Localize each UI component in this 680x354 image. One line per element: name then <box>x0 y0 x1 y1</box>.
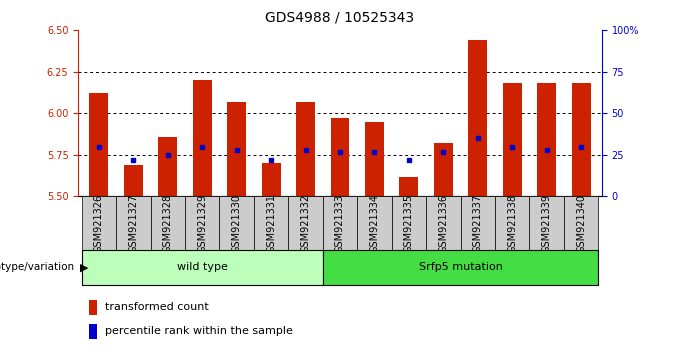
Bar <box>323 250 598 285</box>
Bar <box>116 196 150 250</box>
Text: GSM921338: GSM921338 <box>507 194 517 252</box>
Text: GSM921337: GSM921337 <box>473 193 483 253</box>
Bar <box>254 196 288 250</box>
Text: percentile rank within the sample: percentile rank within the sample <box>105 326 293 336</box>
Text: GSM921333: GSM921333 <box>335 194 345 252</box>
Bar <box>158 137 177 196</box>
Bar <box>288 196 323 250</box>
Bar <box>460 196 495 250</box>
Text: GSM921328: GSM921328 <box>163 193 173 253</box>
Text: GSM921334: GSM921334 <box>369 194 379 252</box>
Bar <box>434 143 453 196</box>
Text: GSM921335: GSM921335 <box>404 193 414 253</box>
Bar <box>530 196 564 250</box>
Bar <box>564 196 598 250</box>
Text: GSM921329: GSM921329 <box>197 193 207 253</box>
Bar <box>88 300 97 315</box>
Text: GSM921339: GSM921339 <box>542 194 551 252</box>
Bar <box>399 177 418 196</box>
Text: Srfp5 mutation: Srfp5 mutation <box>419 262 503 272</box>
Text: GSM921332: GSM921332 <box>301 193 311 253</box>
Bar <box>357 196 392 250</box>
Text: ▶: ▶ <box>80 262 88 272</box>
Bar <box>185 196 220 250</box>
Text: GSM921330: GSM921330 <box>232 194 241 252</box>
Text: GDS4988 / 10525343: GDS4988 / 10525343 <box>265 11 415 25</box>
Text: GSM921327: GSM921327 <box>129 193 138 253</box>
Text: GSM921331: GSM921331 <box>266 194 276 252</box>
Bar <box>227 102 246 196</box>
Text: GSM921326: GSM921326 <box>94 193 104 253</box>
Bar <box>537 83 556 196</box>
Text: wild type: wild type <box>177 262 228 272</box>
Text: transformed count: transformed count <box>105 302 209 313</box>
Bar <box>469 40 488 196</box>
Bar <box>323 196 357 250</box>
Bar <box>262 163 281 196</box>
Text: GSM921340: GSM921340 <box>576 194 586 252</box>
Bar <box>330 118 350 196</box>
Bar <box>365 122 384 196</box>
Text: genotype/variation: genotype/variation <box>0 262 75 272</box>
Bar <box>82 196 116 250</box>
Bar <box>192 80 211 196</box>
Bar <box>296 102 315 196</box>
Bar <box>503 83 522 196</box>
Bar <box>220 196 254 250</box>
Bar <box>88 324 97 339</box>
Bar <box>495 196 530 250</box>
Text: GSM921336: GSM921336 <box>439 194 448 252</box>
Bar <box>426 196 460 250</box>
Bar <box>392 196 426 250</box>
Bar <box>89 93 108 196</box>
Bar <box>572 83 591 196</box>
Bar <box>150 196 185 250</box>
Bar <box>124 165 143 196</box>
Bar <box>82 250 323 285</box>
